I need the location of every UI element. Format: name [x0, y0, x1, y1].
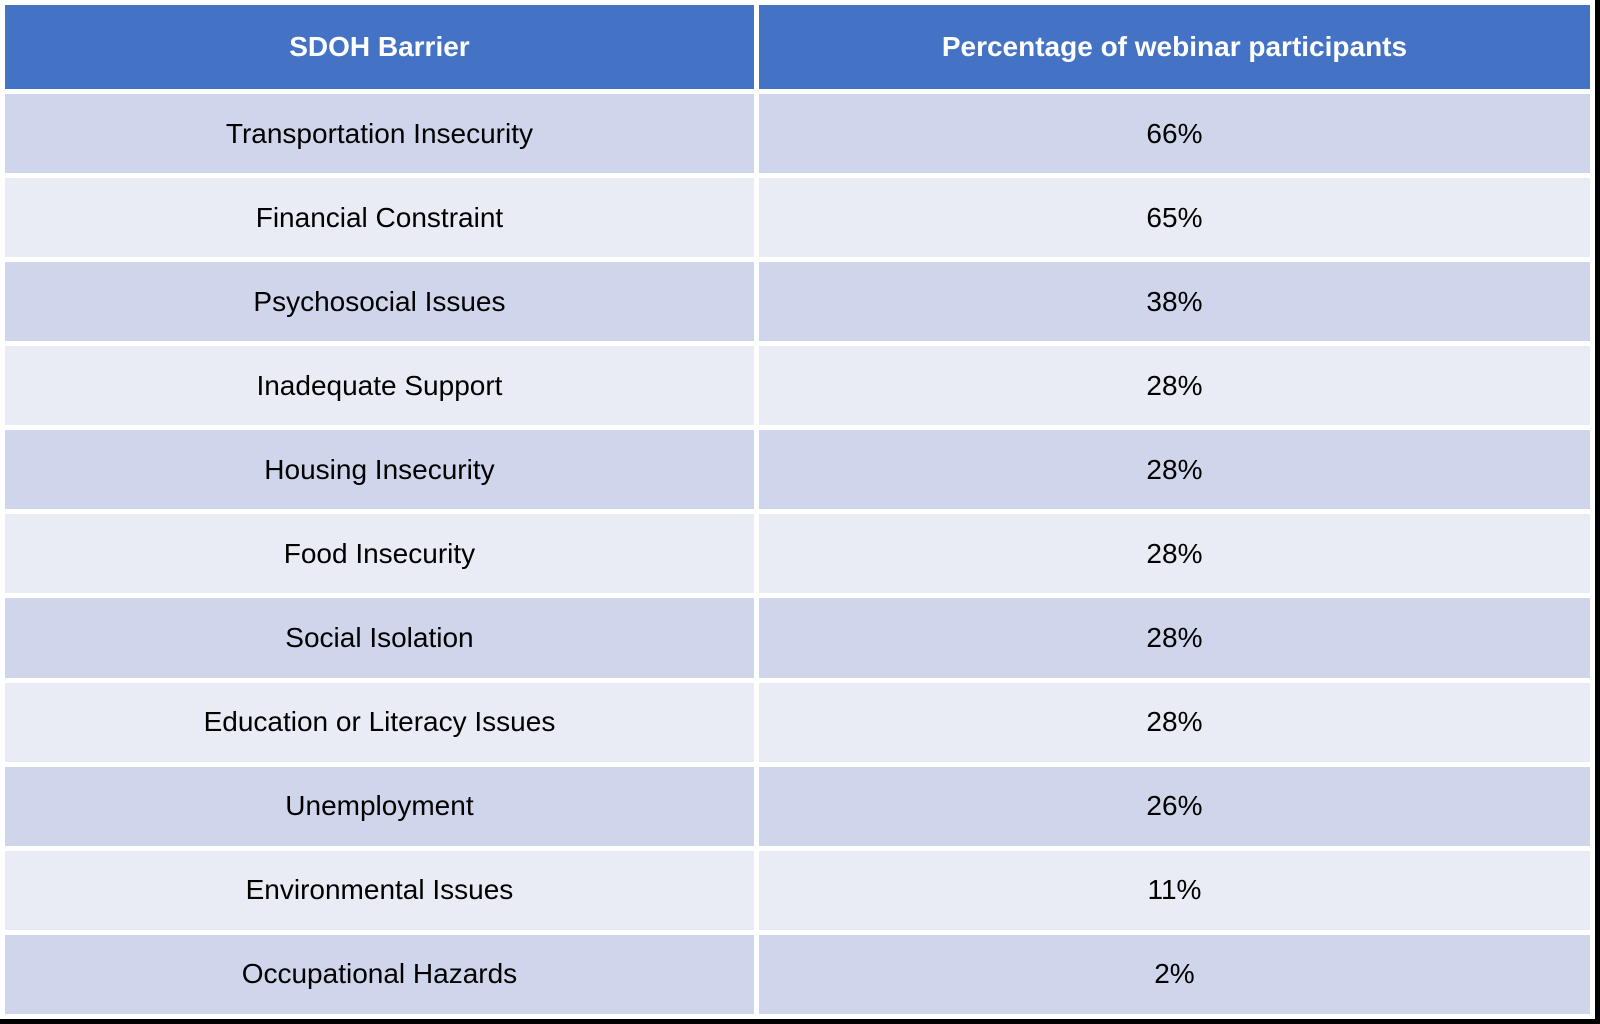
percentage-cell: 65%	[758, 178, 1590, 258]
barrier-cell: Housing Insecurity	[5, 430, 754, 510]
percentage-cell: 28%	[758, 514, 1590, 594]
table-row: Inadequate Support 28%	[5, 346, 1590, 426]
table-row: Education or Literacy Issues 28%	[5, 682, 1590, 762]
percentage-cell: 26%	[758, 766, 1590, 846]
table-row: Housing Insecurity 28%	[5, 430, 1590, 510]
table-row: Social Isolation 28%	[5, 598, 1590, 678]
percentage-cell: 11%	[758, 850, 1590, 930]
table-row: Unemployment 26%	[5, 766, 1590, 846]
percentage-cell: 28%	[758, 682, 1590, 762]
percentage-cell: 66%	[758, 94, 1590, 174]
table-row: Financial Constraint 65%	[5, 178, 1590, 258]
table-row: Occupational Hazards 2%	[5, 934, 1590, 1014]
barrier-cell: Transportation Insecurity	[5, 94, 754, 174]
percentage-cell: 28%	[758, 430, 1590, 510]
table-row: Environmental Issues 11%	[5, 850, 1590, 930]
barrier-cell: Food Insecurity	[5, 514, 754, 594]
barrier-cell: Social Isolation	[5, 598, 754, 678]
table-row: Psychosocial Issues 38%	[5, 262, 1590, 342]
percentage-cell: 28%	[758, 598, 1590, 678]
barrier-cell: Psychosocial Issues	[5, 262, 754, 342]
column-header-percentage: Percentage of webinar participants	[758, 5, 1590, 89]
column-header-sdoh-barrier: SDOH Barrier	[5, 5, 754, 89]
barrier-cell: Inadequate Support	[5, 346, 754, 426]
table-row: Transportation Insecurity 66%	[5, 94, 1590, 174]
barrier-cell: Environmental Issues	[5, 850, 754, 930]
percentage-cell: 2%	[758, 934, 1590, 1014]
barrier-cell: Education or Literacy Issues	[5, 682, 754, 762]
barrier-cell: Financial Constraint	[5, 178, 754, 258]
percentage-cell: 38%	[758, 262, 1590, 342]
percentage-cell: 28%	[758, 346, 1590, 426]
barrier-cell: Occupational Hazards	[5, 934, 754, 1014]
header-row: SDOH Barrier Percentage of webinar parti…	[5, 5, 1590, 89]
barrier-cell: Unemployment	[5, 766, 754, 846]
table-row: Food Insecurity 28%	[5, 514, 1590, 594]
